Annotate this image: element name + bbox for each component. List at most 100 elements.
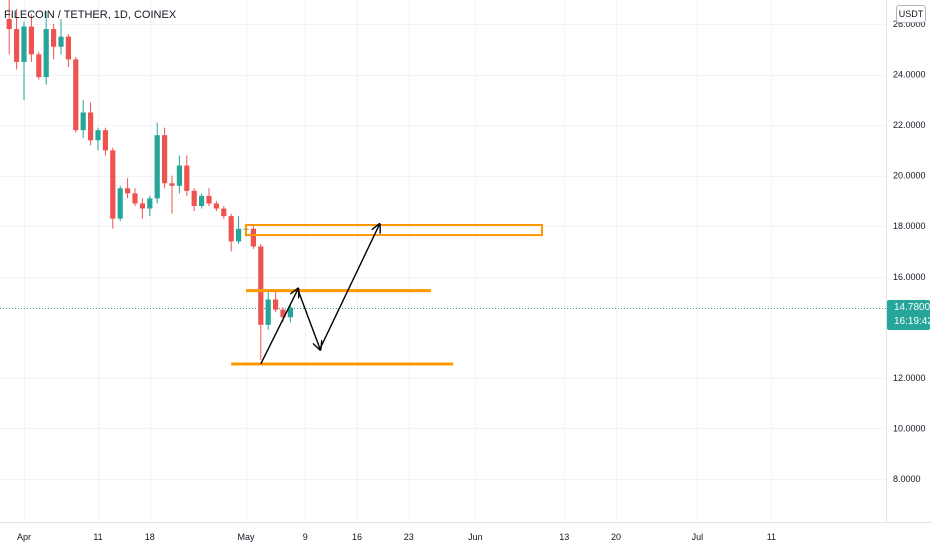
candle-body xyxy=(287,307,293,318)
candle-body xyxy=(162,135,168,184)
grid xyxy=(0,0,886,522)
price-tick-label: 24.0000 xyxy=(893,70,926,80)
price-tick-label: 26.0000 xyxy=(893,19,926,29)
candle xyxy=(287,304,293,323)
candle xyxy=(21,21,27,100)
candle xyxy=(73,56,79,133)
candle-body xyxy=(139,203,145,209)
candle-body xyxy=(280,309,286,318)
candle-body xyxy=(58,36,64,47)
projection-arrow[interactable] xyxy=(297,289,320,348)
candle xyxy=(14,8,20,70)
currency-unit-badge[interactable]: USDT xyxy=(896,5,926,23)
candle-body xyxy=(36,54,42,78)
bar-countdown: 16:19:42 xyxy=(894,315,932,327)
time-tick-label: May xyxy=(237,532,255,542)
candle xyxy=(43,11,49,85)
time-tick-label: 18 xyxy=(145,532,155,542)
candle xyxy=(36,51,42,80)
candles xyxy=(6,0,293,361)
projection-arrow[interactable] xyxy=(260,289,298,365)
candle xyxy=(265,291,271,330)
time-tick-label: 23 xyxy=(404,532,414,542)
time-tick-label: 20 xyxy=(611,532,621,542)
candle-body xyxy=(117,188,123,219)
candle xyxy=(236,216,242,244)
candle xyxy=(147,195,153,217)
time-tick-label: 13 xyxy=(559,532,569,542)
candle xyxy=(58,18,64,55)
candle xyxy=(206,188,212,206)
price-tick-label: 8.0000 xyxy=(893,474,921,484)
candle-body xyxy=(80,112,86,131)
time-tick-label: Jul xyxy=(692,532,704,542)
price-tick-label: 22.0000 xyxy=(893,120,926,130)
candle xyxy=(258,243,264,361)
candle xyxy=(250,226,256,249)
candle-body xyxy=(95,130,101,141)
time-tick-label: 11 xyxy=(767,532,776,542)
candle-body xyxy=(125,188,131,194)
candle-body xyxy=(199,195,205,206)
candle xyxy=(154,122,160,204)
projection-arrow[interactable] xyxy=(319,225,379,350)
candle-body xyxy=(206,195,212,204)
candle xyxy=(273,291,279,313)
candle-body xyxy=(65,36,71,60)
candle xyxy=(51,24,57,60)
price-axis: 26.0000 24.0000 22.0000 20.0000 18.0000 16.00… xyxy=(893,19,926,484)
price-tick-label: 20.0000 xyxy=(893,171,926,181)
time-tick-label: 9 xyxy=(303,532,308,542)
candle-body xyxy=(258,246,264,325)
candle-body xyxy=(184,165,190,191)
candle xyxy=(199,193,205,209)
candle-body xyxy=(213,203,219,209)
candle-body xyxy=(21,26,27,62)
last-price-tag: 14.7800 16:19:42 xyxy=(887,299,932,330)
candle-body xyxy=(228,216,234,242)
candle xyxy=(169,175,175,214)
candle xyxy=(28,13,34,62)
candle-body xyxy=(102,130,108,151)
time-tick-label: Apr xyxy=(17,532,31,542)
candle-body xyxy=(6,18,12,30)
candle-body xyxy=(221,208,227,217)
candle xyxy=(132,188,138,206)
candle-body xyxy=(191,190,197,206)
candle-body xyxy=(73,59,79,131)
candle-body xyxy=(14,29,20,62)
drawings[interactable] xyxy=(231,223,543,366)
candle xyxy=(6,0,12,55)
candle xyxy=(110,147,116,229)
candle-body xyxy=(51,29,57,47)
symbol-title: FILECOIN / TETHER, 1D, COINEX xyxy=(4,9,177,21)
candle xyxy=(125,178,131,199)
price-tick-label: 18.0000 xyxy=(893,221,926,231)
time-tick-label: 16 xyxy=(352,532,362,542)
time-tick-label: 11 xyxy=(93,532,102,542)
candle xyxy=(213,200,219,212)
candle-body xyxy=(176,165,182,186)
candle-body xyxy=(154,135,160,199)
candle xyxy=(95,127,101,151)
candle xyxy=(221,206,227,219)
candle xyxy=(176,155,182,194)
candle xyxy=(65,34,71,67)
price-tick-label: 10.0000 xyxy=(893,423,926,433)
candle-body xyxy=(132,193,138,204)
candle-body xyxy=(28,26,34,55)
candle-body xyxy=(236,228,242,242)
candle xyxy=(184,155,190,196)
candle xyxy=(80,99,86,138)
candle xyxy=(117,185,123,222)
candle-body xyxy=(265,299,271,325)
candle xyxy=(102,127,108,156)
candle-body xyxy=(88,112,94,141)
candle-body xyxy=(273,299,279,310)
last-price-value: 14.7800 xyxy=(894,301,931,313)
price-tick-label: 16.0000 xyxy=(893,272,926,282)
candle-body xyxy=(169,183,175,186)
candle-body xyxy=(250,228,256,247)
resistance-zone-rectangle[interactable] xyxy=(245,223,543,237)
